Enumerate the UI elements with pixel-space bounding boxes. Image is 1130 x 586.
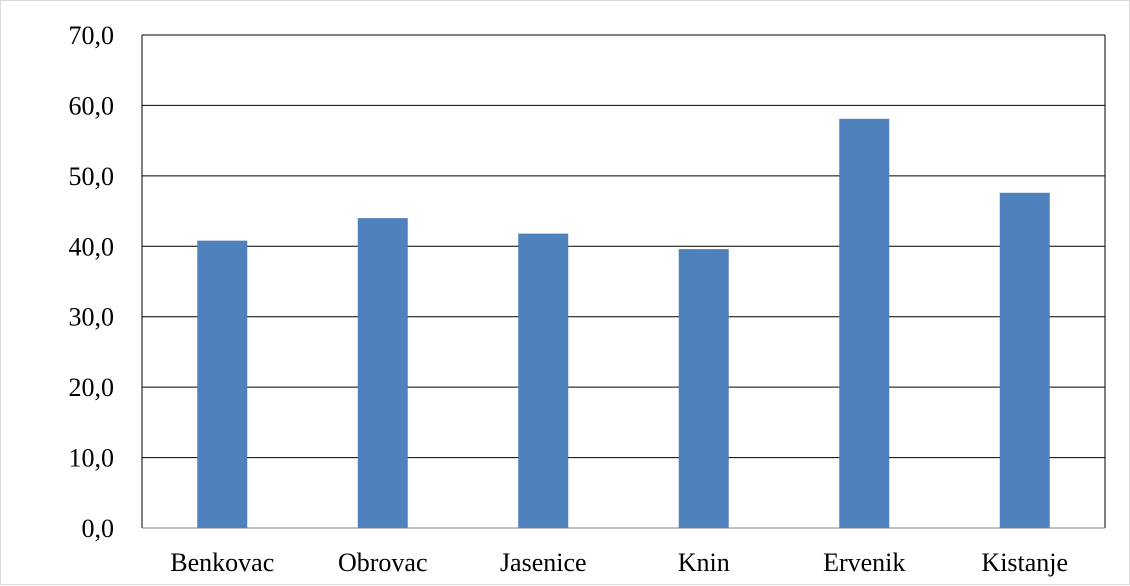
y-tick-label: 60,0 [69,91,115,120]
bars [197,118,1050,529]
x-category-label: Knin [678,548,730,577]
y-tick-label: 0,0 [82,514,115,543]
y-tick-labels: 0,0 10,0 20,0 30,0 40,0 50,0 60,0 70,0 [69,21,115,543]
axes [141,35,1106,529]
y-tick-label: 50,0 [69,162,115,191]
y-tick-label: 10,0 [69,444,115,473]
x-category-label: Jasenice [500,548,587,577]
bar-benkovac [197,240,248,528]
y-tick-label: 40,0 [69,232,115,261]
x-category-label: Benkovac [170,548,274,577]
bar-jasenice [518,233,569,528]
bar-kistanje [999,192,1050,528]
x-category-label: Obrovac [338,548,428,577]
x-category-label: Ervenik [823,548,905,577]
x-category-labels: Benkovac Obrovac Jasenice Knin Ervenik Kistan… [170,548,1068,577]
bar-ervenik [839,118,890,528]
y-tick-label: 70,0 [69,21,115,50]
gridlines [142,34,1105,459]
bar-knin [678,249,729,529]
y-tick-label: 20,0 [69,373,115,402]
x-category-label: Kistanje [981,548,1068,577]
bar-obrovac [357,218,408,528]
y-tick-label: 30,0 [69,303,115,332]
